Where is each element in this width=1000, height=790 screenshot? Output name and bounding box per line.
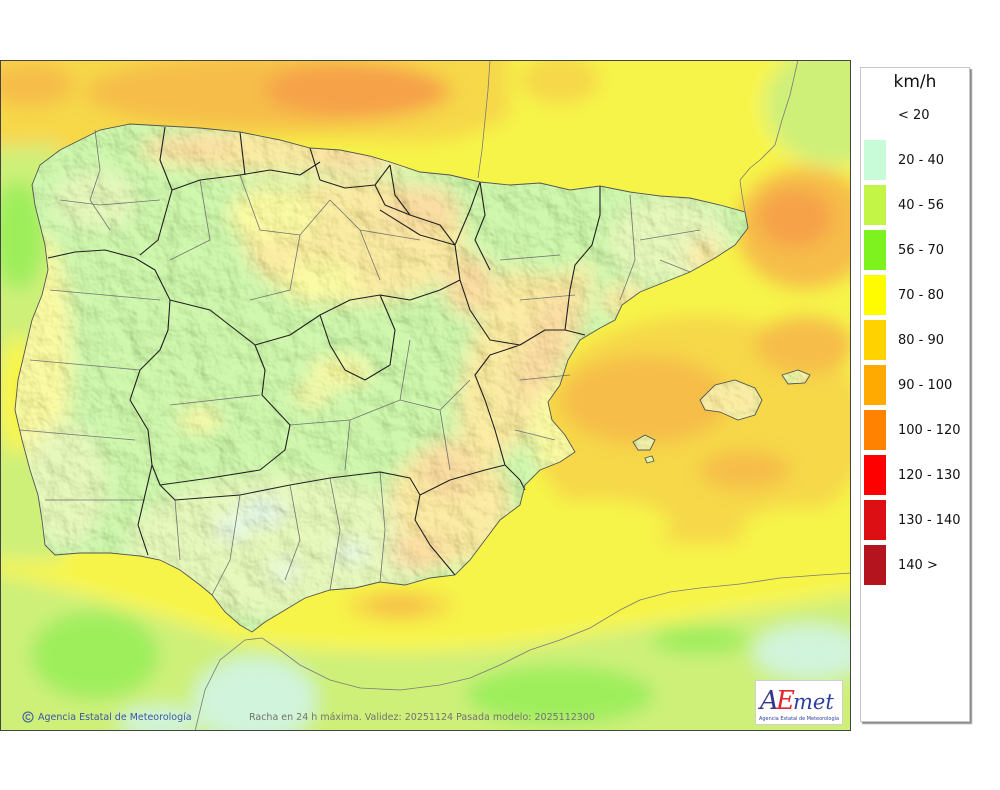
map-credit: Agencia Estatal de Meteorología bbox=[38, 712, 192, 723]
legend-item: 140 > bbox=[861, 543, 969, 588]
sea-gust-patch bbox=[465, 665, 655, 725]
legend-item: 70 - 80 bbox=[861, 273, 969, 318]
sea-gust-patch bbox=[765, 60, 851, 165]
sea-gust-patch bbox=[0, 180, 46, 290]
logo-subtitle: Agencia Estatal de Meteorología bbox=[759, 715, 839, 722]
legend-label: 140 > bbox=[898, 558, 938, 573]
france-coastline bbox=[477, 60, 799, 213]
logo-letter-a: A bbox=[758, 686, 779, 716]
sea-gust-patch bbox=[755, 315, 851, 375]
legend-item: < 20 bbox=[861, 93, 969, 138]
legend-swatch bbox=[864, 500, 886, 540]
logo-letters-met: met bbox=[793, 690, 834, 714]
legend-item: 130 - 140 bbox=[861, 498, 969, 543]
sea-gust-patch bbox=[740, 508, 851, 552]
legend-item: 80 - 90 bbox=[861, 318, 969, 363]
sea-gust-patch bbox=[700, 450, 790, 490]
sea-gust-patch bbox=[30, 610, 160, 700]
legend-label: 40 - 56 bbox=[898, 198, 945, 213]
sea-gust-patch bbox=[757, 188, 833, 248]
legend-swatch bbox=[864, 275, 886, 315]
sea-gust-patch bbox=[520, 60, 600, 105]
sea-gust-patch bbox=[265, 62, 445, 118]
legend-item: 40 - 56 bbox=[861, 183, 969, 228]
aemet-logo-mark: A E met Agencia Estatal de Meteorología bbox=[758, 686, 839, 722]
map-caption: Racha en 24 h máxima. Validez: 20251124 … bbox=[249, 712, 595, 723]
sea-gust-patch bbox=[650, 625, 750, 655]
region-borders bbox=[47, 126, 601, 576]
legend-swatch bbox=[864, 410, 886, 450]
sea-gust-patch bbox=[560, 355, 730, 445]
province-borders bbox=[19, 129, 701, 596]
sea-gust-patch bbox=[0, 63, 75, 107]
legend-item: 90 - 100 bbox=[861, 363, 969, 408]
sea-gust-patch bbox=[368, 595, 428, 615]
copyright-icon bbox=[22, 711, 34, 723]
legend-swatch bbox=[864, 365, 886, 405]
legend-unit: km/h bbox=[893, 72, 937, 92]
sea-gust-patch bbox=[195, 658, 315, 731]
legend-label: 100 - 120 bbox=[898, 423, 961, 438]
sea-gust-patch bbox=[755, 626, 851, 678]
legend-label: 130 - 140 bbox=[898, 513, 961, 528]
legend-swatch bbox=[864, 140, 886, 180]
legend-label: 90 - 100 bbox=[898, 378, 953, 393]
legend-item: 120 - 130 bbox=[861, 453, 969, 498]
legend: km/h < 20 20 - 40 40 - 56 56 - 70 70 - 8… bbox=[860, 67, 970, 722]
legend-item: 56 - 70 bbox=[861, 228, 969, 273]
map-frame bbox=[0, 60, 851, 731]
legend-swatch bbox=[864, 455, 886, 495]
sea-gust-patch bbox=[120, 708, 200, 731]
legend-swatch bbox=[864, 545, 886, 585]
legend-swatch bbox=[864, 320, 886, 360]
legend-label: 20 - 40 bbox=[898, 153, 945, 168]
legend-swatch bbox=[864, 185, 886, 225]
wind-gust-map[interactable] bbox=[0, 60, 851, 731]
sea-gust-patch bbox=[530, 500, 670, 550]
legend-label: 70 - 80 bbox=[898, 288, 945, 303]
legend-item: 100 - 120 bbox=[861, 408, 969, 453]
legend-label: 56 - 70 bbox=[898, 243, 945, 258]
legend-label: 80 - 90 bbox=[898, 333, 945, 348]
africa-coastline bbox=[194, 572, 851, 731]
legend-item: 20 - 40 bbox=[861, 138, 969, 183]
legend-swatch bbox=[864, 95, 886, 135]
aemet-logo[interactable]: A E met Agencia Estatal de Meteorología bbox=[755, 680, 843, 725]
legend-label: 120 - 130 bbox=[898, 468, 961, 483]
logo-letter-e: E bbox=[775, 686, 795, 716]
legend-swatch bbox=[864, 230, 886, 270]
legend-label: < 20 bbox=[898, 108, 930, 123]
